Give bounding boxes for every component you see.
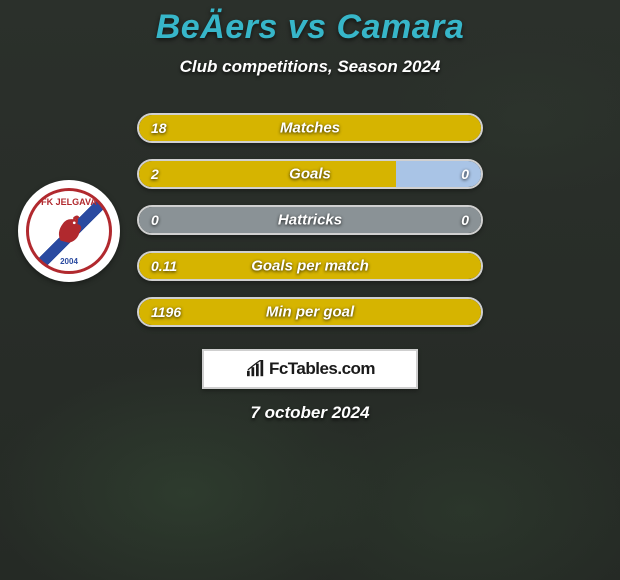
bars-icon: [245, 360, 267, 378]
page-title: BeÄers vs Camara: [156, 8, 465, 47]
brand-text: FcTables.com: [269, 359, 375, 379]
stat-bar: 1196 Min per goal: [137, 297, 483, 327]
stat-value-left: 18: [151, 120, 167, 136]
stat-label: Matches: [280, 120, 340, 137]
stat-value-right: 0: [461, 166, 469, 182]
stat-value-left: 2: [151, 166, 159, 182]
brand-box: FcTables.com: [202, 349, 418, 389]
stat-bar: 2 0 Goals: [137, 159, 483, 189]
stat-value-left: 1196: [151, 304, 181, 320]
subtitle: Club competitions, Season 2024: [180, 57, 441, 77]
stat-row: 1196 Min per goal: [137, 289, 483, 335]
stat-row: 0 0 Hattricks: [137, 197, 483, 243]
stat-value-left: 0.11: [151, 258, 177, 274]
stat-row: 0.11 Goals per match: [137, 243, 483, 289]
stat-label: Goals: [289, 166, 331, 183]
stat-row: 18 Matches: [137, 105, 483, 151]
stat-bar: 0 0 Hattricks: [137, 205, 483, 235]
logo-text-bottom: 2004: [29, 257, 109, 266]
team-logo-inner: FK JELGAVA 2004: [26, 188, 112, 274]
team-logo-left: FK JELGAVA 2004: [18, 180, 120, 282]
rooster-icon: [48, 209, 90, 251]
stat-label: Goals per match: [251, 258, 369, 275]
stat-value-right: 0: [461, 212, 469, 228]
date-label: 7 october 2024: [250, 403, 369, 423]
stat-row: 2 0 Goals: [137, 151, 483, 197]
stat-bar: 0.11 Goals per match: [137, 251, 483, 281]
stat-label: Hattricks: [278, 212, 342, 229]
bar-fill-left: [139, 161, 396, 187]
stat-bar: 18 Matches: [137, 113, 483, 143]
logo-text-top: FK JELGAVA: [29, 197, 109, 207]
stat-label: Min per goal: [266, 304, 354, 321]
stat-value-left: 0: [151, 212, 159, 228]
